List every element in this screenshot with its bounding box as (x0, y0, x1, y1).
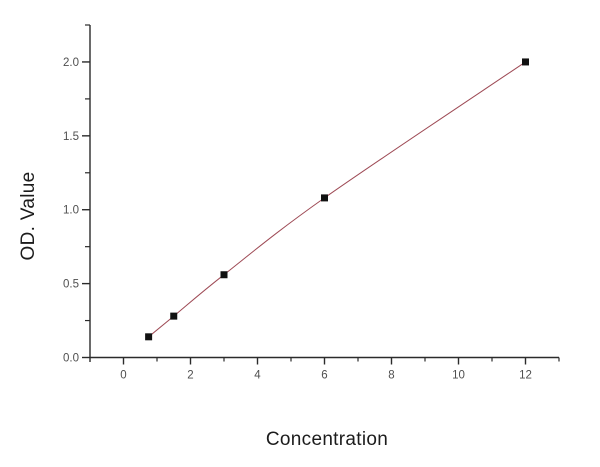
y-tick-label: 0.0 (63, 353, 79, 365)
x-tick-label: 6 (321, 370, 327, 382)
y-tick-label: 0.5 (63, 279, 79, 291)
data-point-marker (220, 271, 228, 279)
data-point-marker (145, 333, 153, 341)
y-axis-title: OD. Value (18, 171, 39, 261)
y-tick-label: 1.5 (63, 131, 79, 143)
y-tick-label: 1.0 (63, 205, 79, 217)
x-tick-label: 8 (388, 370, 394, 382)
data-point-marker (321, 194, 328, 202)
x-tick-label: 10 (452, 370, 465, 382)
x-tick-label: 4 (254, 370, 261, 382)
y-tick-label: 2.0 (63, 57, 79, 69)
x-tick-label: 2 (187, 370, 193, 382)
x-tick-label: 0 (120, 370, 126, 382)
curve-line (148, 61, 526, 338)
data-point-marker (522, 58, 529, 66)
data-point-marker (170, 312, 178, 320)
x-tick-label: 12 (519, 370, 532, 382)
x-axis-title: Concentration (265, 429, 389, 450)
